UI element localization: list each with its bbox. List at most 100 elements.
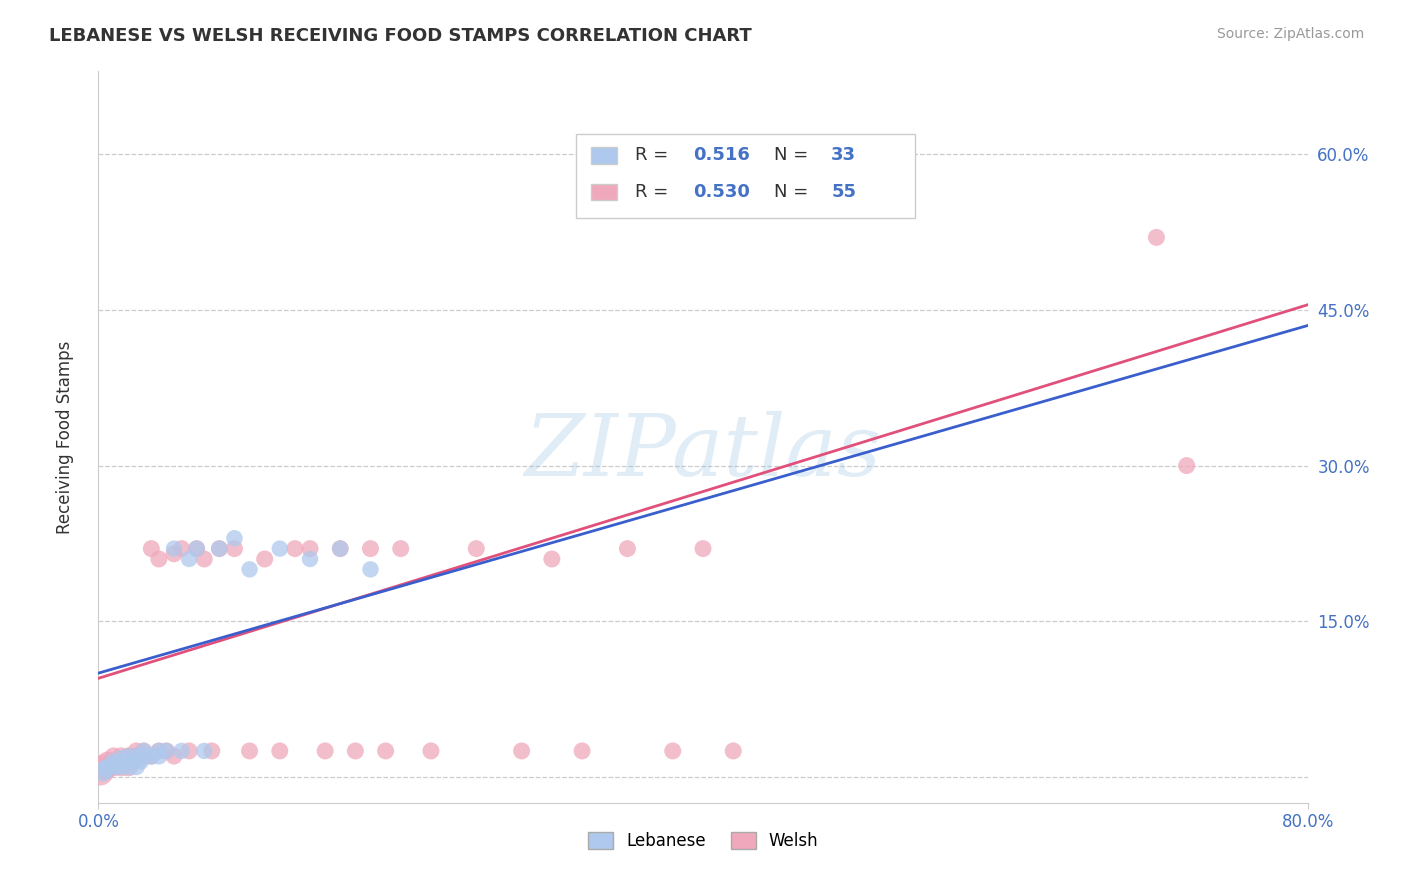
Point: [103, 759, 125, 773]
Point: [141, 541, 163, 556]
Point: [1144, 230, 1167, 244]
Point: [616, 541, 638, 556]
Point: [299, 552, 322, 566]
Point: [510, 744, 533, 758]
Point: [692, 541, 714, 556]
Point: [141, 749, 163, 764]
Text: Source: ZipAtlas.com: Source: ZipAtlas.com: [1216, 27, 1364, 41]
Point: [193, 552, 215, 566]
Point: [208, 541, 231, 556]
Point: [89, 764, 111, 779]
Point: [179, 744, 201, 758]
Point: [253, 552, 276, 566]
Point: [132, 749, 155, 764]
Point: [299, 541, 322, 556]
Point: [91, 764, 114, 779]
Point: [141, 749, 163, 764]
Point: [269, 744, 291, 758]
Point: [125, 744, 148, 758]
Point: [114, 754, 136, 768]
Point: [110, 759, 132, 773]
Text: 33: 33: [831, 146, 856, 164]
Point: [155, 744, 177, 758]
Point: [360, 541, 382, 556]
Point: [132, 749, 155, 764]
Text: R =: R =: [636, 146, 675, 164]
Point: [239, 744, 262, 758]
Point: [118, 759, 141, 773]
Point: [163, 749, 186, 764]
Point: [329, 541, 352, 556]
Point: [105, 754, 128, 768]
Point: [163, 547, 186, 561]
Point: [155, 744, 177, 758]
Point: [465, 541, 488, 556]
Point: [118, 749, 141, 764]
Bar: [591, 184, 617, 200]
Legend: Lebanese, Welsh: Lebanese, Welsh: [581, 825, 825, 856]
Point: [148, 744, 170, 758]
Point: [224, 531, 246, 545]
Text: N =: N =: [775, 146, 814, 164]
Point: [420, 744, 443, 758]
Point: [110, 749, 132, 764]
Point: [129, 754, 152, 768]
Point: [239, 562, 262, 576]
FancyBboxPatch shape: [576, 134, 915, 218]
Point: [125, 749, 148, 764]
Point: [329, 541, 352, 556]
Point: [148, 744, 170, 758]
Point: [118, 759, 141, 773]
Point: [344, 744, 367, 758]
Point: [121, 754, 143, 768]
Point: [148, 749, 170, 764]
Point: [170, 541, 193, 556]
Point: [114, 754, 136, 768]
Point: [208, 541, 231, 556]
Text: R =: R =: [636, 183, 675, 201]
Point: [103, 749, 125, 764]
Point: [110, 751, 132, 765]
Point: [103, 754, 125, 768]
Point: [94, 762, 117, 776]
Point: [118, 749, 141, 764]
Point: [94, 762, 117, 776]
Point: [125, 759, 148, 773]
Point: [269, 541, 291, 556]
Point: [132, 744, 155, 758]
Point: [723, 744, 745, 758]
Point: [389, 541, 412, 556]
Point: [105, 757, 128, 772]
Text: 55: 55: [831, 183, 856, 201]
Bar: [591, 147, 617, 163]
Point: [163, 541, 186, 556]
Text: 0.516: 0.516: [693, 146, 751, 164]
Text: LEBANESE VS WELSH RECEIVING FOOD STAMPS CORRELATION CHART: LEBANESE VS WELSH RECEIVING FOOD STAMPS …: [49, 27, 752, 45]
Point: [186, 541, 208, 556]
Point: [374, 744, 396, 758]
Text: ZIPatlas: ZIPatlas: [524, 410, 882, 493]
Text: N =: N =: [775, 183, 814, 201]
Point: [100, 759, 122, 773]
Point: [314, 744, 336, 758]
Point: [571, 744, 593, 758]
Point: [360, 562, 382, 576]
Point: [224, 541, 246, 556]
Point: [100, 759, 122, 773]
Point: [129, 751, 152, 765]
Point: [193, 744, 215, 758]
Point: [110, 759, 132, 773]
Point: [121, 754, 143, 768]
Point: [132, 744, 155, 758]
Point: [540, 552, 562, 566]
Point: [91, 759, 114, 773]
Text: 0.530: 0.530: [693, 183, 751, 201]
Point: [1175, 458, 1198, 473]
Point: [201, 744, 224, 758]
Point: [186, 541, 208, 556]
Point: [148, 552, 170, 566]
Point: [284, 541, 307, 556]
Point: [661, 744, 683, 758]
Point: [96, 754, 118, 768]
Point: [125, 749, 148, 764]
